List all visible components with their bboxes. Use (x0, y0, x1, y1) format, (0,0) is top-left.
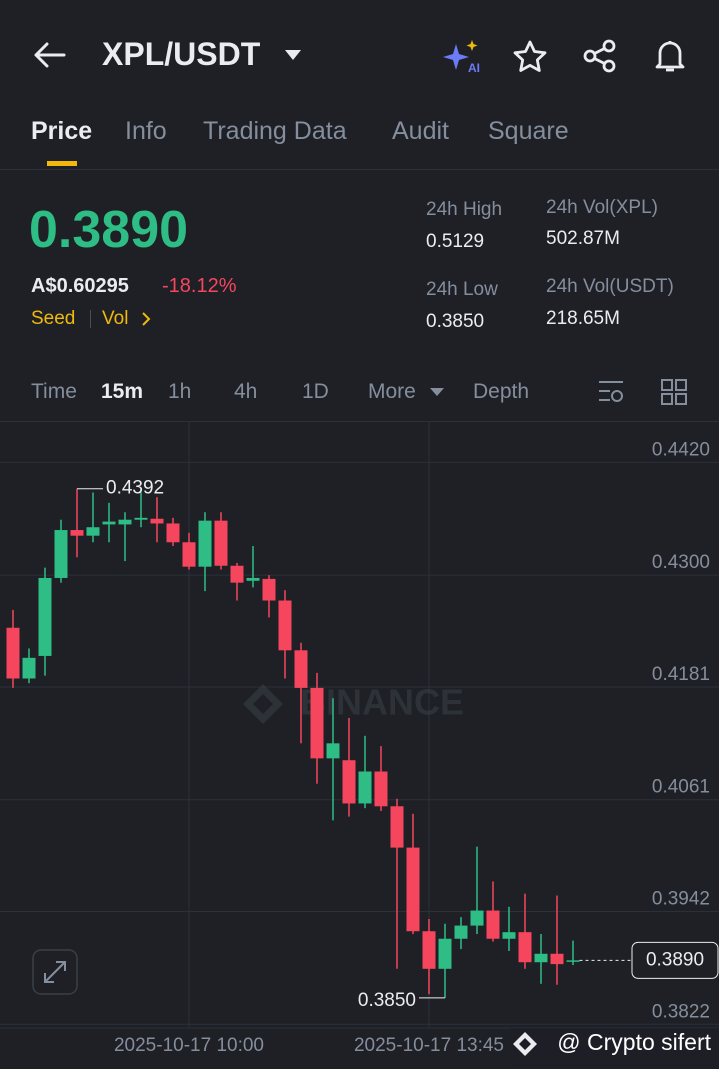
credit-logo (513, 1032, 537, 1056)
last-price-box (631, 941, 719, 979)
low-label: 0.3850 (358, 990, 416, 1011)
vol-chevron (142, 312, 151, 326)
candle-body (38, 577, 52, 656)
candle-body (102, 521, 116, 525)
favorite-button[interactable] (512, 39, 548, 73)
divider (0, 169, 719, 170)
candle-body (390, 806, 404, 848)
svg-text:AI: AI (468, 61, 480, 75)
credit-bg (510, 1028, 719, 1069)
candle-body (150, 518, 164, 524)
tab-price[interactable]: Price (31, 117, 93, 145)
back-button[interactable] (30, 38, 70, 72)
candle-body (358, 771, 372, 804)
credit-text: @ Crypto sifert (557, 1029, 711, 1055)
candle-body (502, 932, 516, 939)
seed-tag[interactable]: Seed (31, 308, 76, 329)
interval-more[interactable]: More (368, 380, 416, 403)
candle-body (278, 600, 292, 651)
alert-button[interactable] (652, 38, 688, 74)
high-label: 0.4392 (106, 478, 164, 499)
candle-body (198, 520, 212, 567)
candlestick-chart: 0.4420 0.4300 0.4181 0.4061 0.3942 0.3822 2025… (0, 422, 719, 1069)
candle-body (86, 527, 100, 536)
fullscreen-button[interactable] (32, 949, 78, 995)
candle-body (22, 657, 36, 679)
candle-body (246, 577, 260, 581)
layout-button[interactable] (660, 378, 690, 408)
active-tab-indicator (47, 161, 77, 166)
watermark: BINANCE (300, 682, 464, 723)
pair-dropdown[interactable] (283, 48, 303, 62)
stat-value: 218.65M (546, 308, 620, 329)
candle-body (518, 932, 532, 963)
tab-trading-data[interactable]: Trading Data (203, 117, 347, 145)
candle-body (486, 910, 500, 939)
candle-body (6, 627, 20, 679)
candle-body (454, 925, 468, 939)
y-tick-label: 0.4181 (652, 664, 710, 685)
candle-body (118, 519, 132, 525)
indicator-settings[interactable] (596, 377, 628, 407)
y-tick-label: 0.3942 (652, 889, 710, 910)
candle-body (470, 910, 484, 926)
candle-body (326, 743, 340, 759)
candle-body (70, 530, 84, 536)
y-tick-label: 0.4300 (652, 552, 710, 573)
price-change: -18.12% (162, 275, 237, 297)
stat-value: 502.87M (546, 228, 620, 249)
interval[interactable]: 1h (168, 380, 192, 403)
tab-info[interactable]: Info (125, 117, 167, 145)
candle-body (550, 953, 564, 965)
more-caret (430, 388, 444, 396)
x-tick-label: 2025-10-17 13:45 (354, 1035, 504, 1056)
last-price: 0.3890 (29, 201, 189, 259)
candle-body (294, 650, 308, 688)
y-tick-label: 0.4061 (652, 777, 710, 798)
fiat-price: A$0.60295 (31, 275, 129, 297)
candle-body (262, 578, 276, 601)
candle-body (374, 771, 388, 807)
candle-body (566, 960, 580, 962)
candle-body (438, 938, 452, 969)
candle-body (342, 760, 356, 804)
vol-tag[interactable]: Vol (102, 308, 129, 329)
candle-body (54, 530, 68, 578)
candle-body (534, 953, 548, 963)
interval-depth[interactable]: Depth (473, 380, 530, 403)
candle-body (134, 517, 148, 520)
candle-body (182, 542, 196, 567)
interval[interactable]: 1D (302, 380, 329, 403)
share-button[interactable] (582, 38, 618, 74)
candle-body (230, 565, 244, 583)
last-price-label: 0.3890 (646, 949, 704, 970)
stat-value: 0.5129 (426, 231, 485, 252)
candle-body (310, 687, 324, 759)
candle-body (214, 520, 228, 566)
interval-active[interactable]: 15m (101, 380, 144, 403)
candle-body (422, 931, 436, 969)
x-tick-label: 2025-10-17 10:00 (114, 1035, 264, 1056)
y-tick-label: 0.4420 (652, 439, 710, 460)
tab-audit[interactable]: Audit (392, 117, 449, 145)
stat-label: 24h Vol(XPL) (546, 197, 658, 218)
pair-title[interactable]: XPL/USDT (102, 36, 261, 72)
stat-label: 24h Vol(USDT) (546, 276, 674, 297)
interval[interactable]: 4h (234, 380, 258, 403)
interval[interactable]: Time (31, 380, 77, 403)
candle-body (406, 847, 420, 932)
y-tick-label: 0.3822 (652, 1001, 710, 1022)
divider (0, 421, 719, 422)
tab-square[interactable]: Square (488, 117, 569, 145)
stat-label: 24h High (426, 199, 503, 220)
ai-icon[interactable]: AI (442, 38, 482, 76)
candle-body (166, 523, 180, 543)
tag-separator (90, 310, 91, 328)
watermark-logo (243, 684, 283, 724)
stat-label: 24h Low (426, 279, 498, 300)
stat-value: 0.3850 (426, 311, 485, 332)
